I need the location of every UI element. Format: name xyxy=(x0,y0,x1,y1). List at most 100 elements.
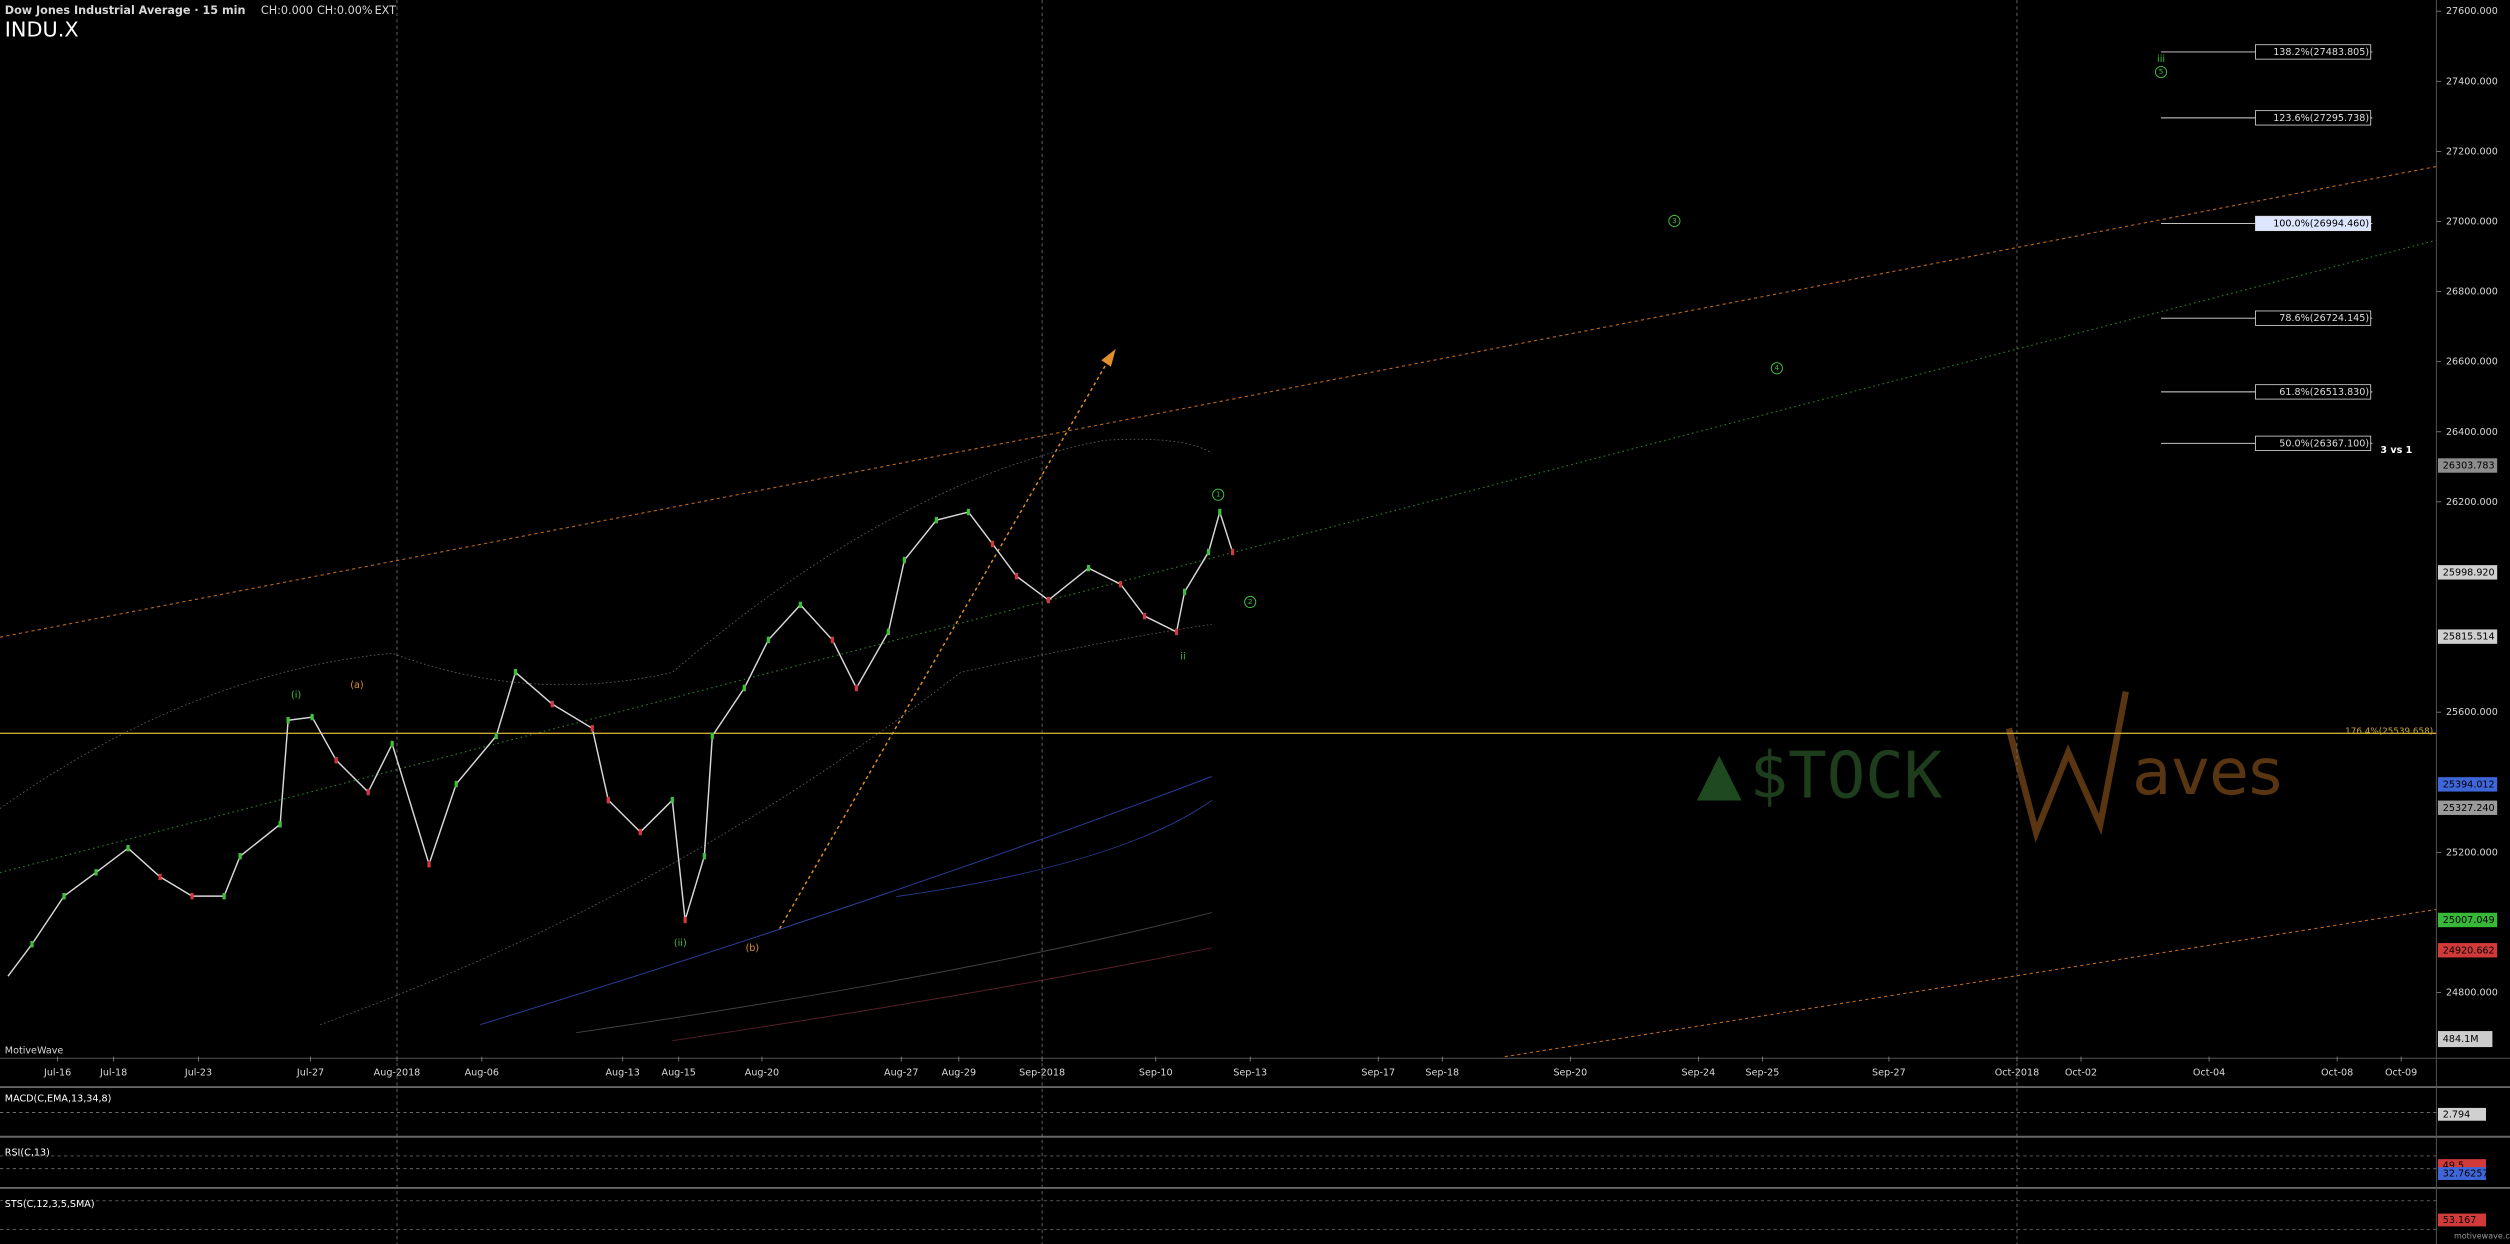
fib-label: 61.8%(26513.830) xyxy=(2279,387,2369,398)
candle xyxy=(934,516,939,524)
wave-label: 3 xyxy=(1672,216,1677,225)
x-tick-label: Sep-24 xyxy=(1682,1068,1716,1079)
symbol: INDU.X xyxy=(5,17,79,41)
x-tick-label: Aug-27 xyxy=(884,1068,918,1079)
brand: MotiveWave xyxy=(5,1045,64,1056)
candle xyxy=(1230,548,1235,556)
x-tick-label: Aug-15 xyxy=(662,1068,696,1079)
fib-label: 138.2%(27483.805) xyxy=(2273,47,2369,58)
x-tick-label: Jul-18 xyxy=(99,1068,127,1079)
price-tag-bg xyxy=(2437,458,2498,473)
candle xyxy=(222,892,226,900)
wave-label: (i) xyxy=(291,690,301,701)
moving-average xyxy=(320,624,1212,1026)
fib-label: 78.6%(26724.145) xyxy=(2279,313,2369,324)
price-tag: 24920.662 xyxy=(2443,945,2495,956)
wave-label: (b) xyxy=(746,943,760,954)
x-tick-label: Oct-02 xyxy=(2065,1068,2097,1079)
x-tick-label: Oct-04 xyxy=(2193,1068,2225,1079)
candle xyxy=(238,853,242,860)
wave-label: 4 xyxy=(1775,363,1780,372)
fib-label: 50.0%(26367.100) xyxy=(2279,438,2369,449)
fib-label-box xyxy=(2255,215,2372,232)
candle xyxy=(1142,612,1147,620)
y-tick-label: 27200.000 xyxy=(2446,146,2498,157)
wave-label: 5 xyxy=(2159,67,2164,76)
candle xyxy=(990,540,995,548)
wave-circle xyxy=(1212,488,1225,501)
x-tick-label: Sep-27 xyxy=(1872,1068,1906,1079)
volume-tag-bg xyxy=(2437,1031,2493,1048)
candle xyxy=(94,869,98,876)
candle xyxy=(1218,508,1222,516)
y-tick-label: 27600.000 xyxy=(2446,6,2498,17)
candle xyxy=(702,853,706,860)
chart-title: Dow Jones Industrial Average · 15 min xyxy=(5,4,246,17)
price-tag: 25327.240 xyxy=(2443,803,2495,814)
candle xyxy=(454,780,458,788)
candle xyxy=(886,628,891,636)
price-tag-bg xyxy=(2437,943,2498,958)
wave-circle xyxy=(1668,214,1681,228)
candle xyxy=(366,788,370,796)
candle xyxy=(742,684,746,692)
moving-average xyxy=(480,776,1212,1026)
wave-label: 3 vs 1 xyxy=(2380,445,2412,456)
candle xyxy=(590,725,594,732)
candle xyxy=(62,892,66,900)
moving-average xyxy=(672,947,1212,1042)
x-tick-label: Aug-29 xyxy=(942,1068,976,1079)
y-tick-label: 24800.000 xyxy=(2446,988,2498,999)
candle xyxy=(494,732,498,740)
indicator-name: RSI(C,13) xyxy=(5,1148,50,1159)
candle xyxy=(966,508,971,516)
indicator-tag-bg xyxy=(2437,1107,2486,1121)
y-tick-label: 25600.000 xyxy=(2446,707,2498,718)
y-tick-label: 27400.000 xyxy=(2446,76,2498,87)
price-tag-bg xyxy=(2437,629,2498,644)
wave-label: 1 xyxy=(1216,490,1221,499)
change: CH:0.000 xyxy=(261,4,313,17)
watermark-logo xyxy=(2005,691,2129,843)
candle xyxy=(310,713,314,721)
change-percent: CH:0.00% xyxy=(317,4,373,17)
wave-circle xyxy=(1770,362,1783,375)
candle xyxy=(1086,564,1091,572)
price-tag: 25007.049 xyxy=(2443,915,2495,926)
fib-label: 100.0%(26994.460) xyxy=(2273,218,2369,229)
volume-tag: 484.1M xyxy=(2443,1034,2479,1045)
watermark-text: $TOCK xyxy=(1750,739,1943,813)
y-tick-label: 26400.000 xyxy=(2446,427,2498,438)
candle xyxy=(1046,596,1051,604)
wave-label: iii xyxy=(2157,54,2165,65)
y-tick-label: 26200.000 xyxy=(2446,497,2498,508)
price-tag-bg xyxy=(2437,912,2498,928)
fib-label-box xyxy=(2255,384,2372,400)
candle xyxy=(606,796,610,804)
fib-label-box xyxy=(2255,310,2372,326)
x-tick-label: Sep-10 xyxy=(1139,1068,1173,1079)
indicator-tag: 53.167 xyxy=(2443,1215,2477,1226)
candle xyxy=(638,828,642,836)
x-tick-label: Sep-25 xyxy=(1746,1068,1780,1079)
candle xyxy=(854,684,859,692)
indicator-tag-bg xyxy=(2437,1213,2486,1227)
price-tag-bg xyxy=(2437,777,2498,792)
candle xyxy=(1174,628,1179,636)
indicator-tag-bg xyxy=(2437,1167,2486,1180)
candle xyxy=(30,940,34,948)
x-tick-label: Sep-20 xyxy=(1553,1068,1587,1079)
x-tick-label: Jul-16 xyxy=(43,1068,71,1079)
x-tick-label: Aug-20 xyxy=(745,1068,779,1079)
candle xyxy=(390,740,394,748)
y-tick-label: 26600.000 xyxy=(2446,357,2498,368)
y-tick-label: 26800.000 xyxy=(2446,287,2498,298)
price-tag: 25394.012 xyxy=(2443,779,2495,790)
candle xyxy=(1206,548,1211,556)
projection-arrow xyxy=(778,358,1110,929)
wave-circle xyxy=(2154,65,2168,79)
price-tag-bg xyxy=(2437,565,2498,580)
fib-label-box xyxy=(2255,44,2372,60)
